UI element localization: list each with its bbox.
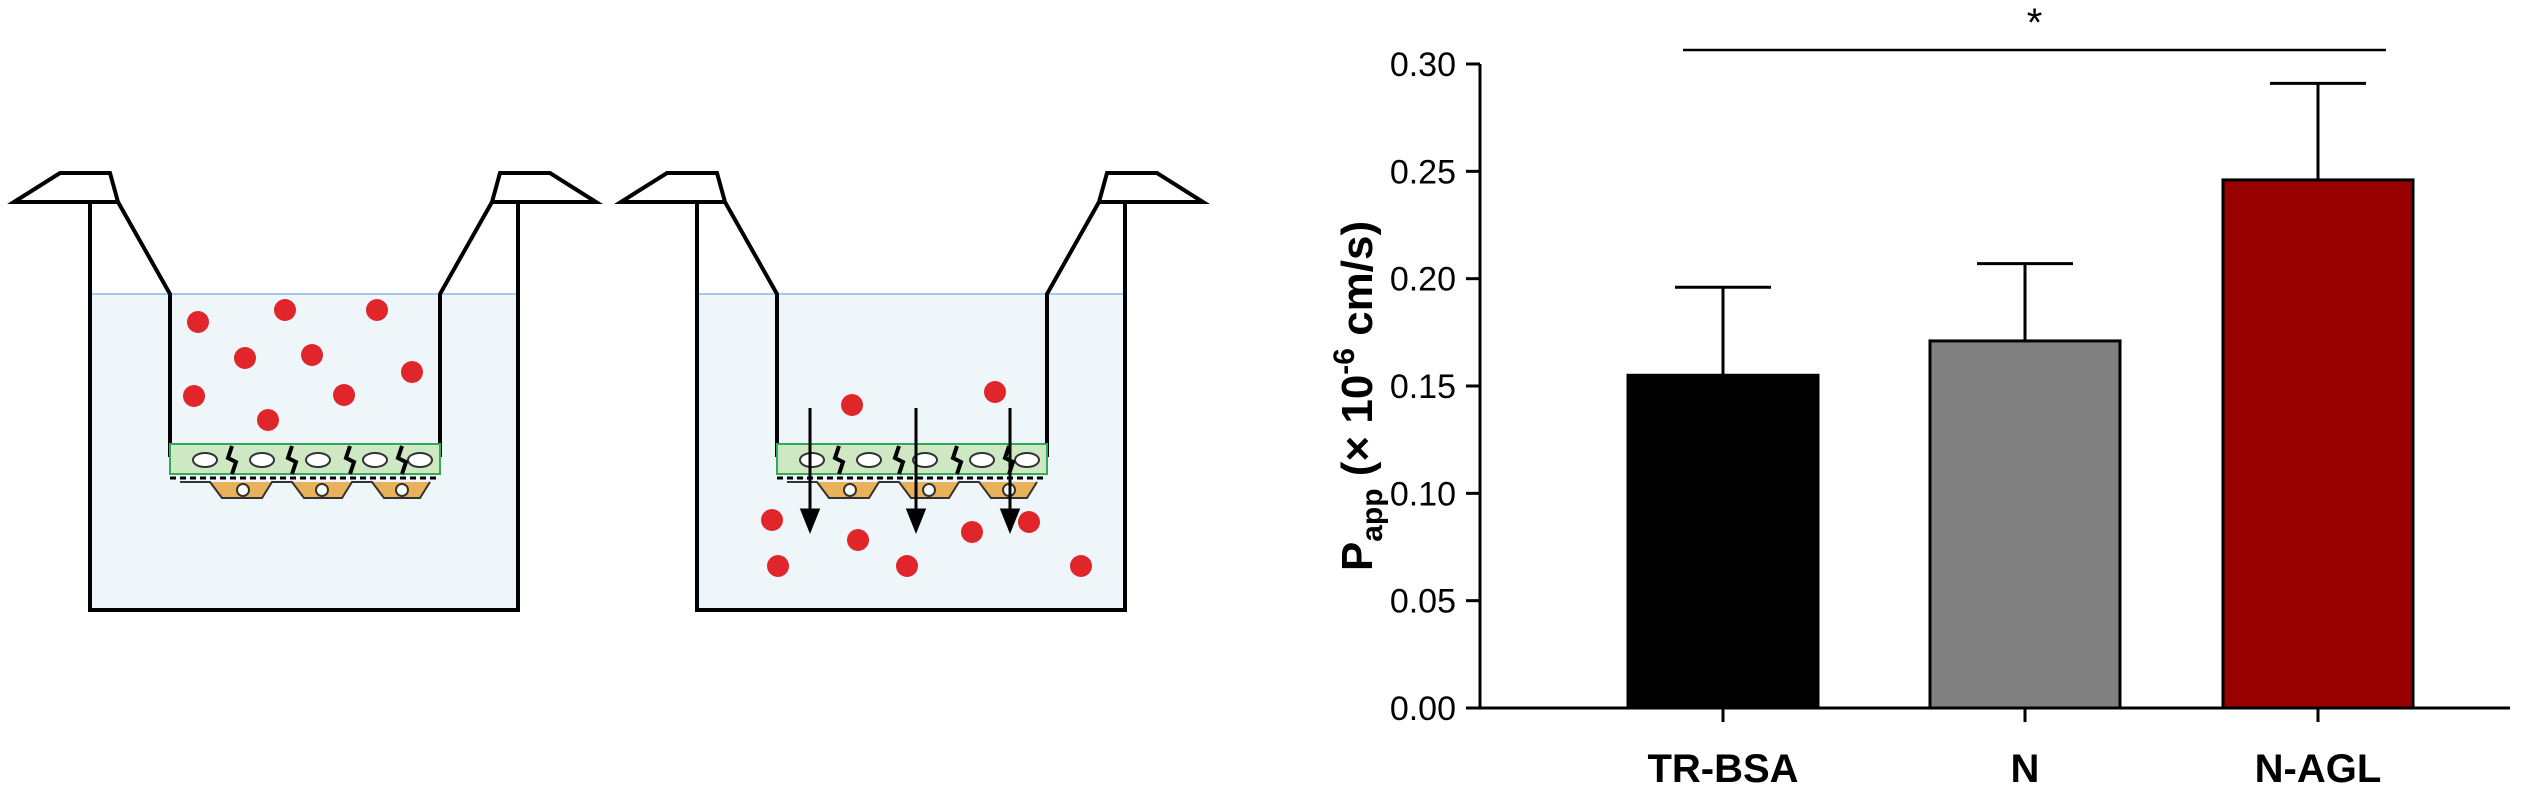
x-tick-label: N-AGL xyxy=(2255,747,2382,791)
y-tick-label: 0.20 xyxy=(1390,261,1456,299)
x-tick-label: N xyxy=(2011,747,2040,791)
x-axis-labels: TR-BSA N N-AGL xyxy=(1647,708,2381,791)
bar-n xyxy=(1928,339,2122,710)
error-bars xyxy=(1675,81,2366,376)
y-tick-label: 0.25 xyxy=(1390,153,1456,191)
bar-tr-bsa xyxy=(1626,373,1820,710)
cell-monolayer xyxy=(776,443,1048,499)
x-tick-label: TR-BSA xyxy=(1647,747,1798,791)
y-tick-label: 0.15 xyxy=(1390,368,1456,406)
y-tick-label: 0.00 xyxy=(1390,690,1456,728)
transwell-diagram-after xyxy=(614,171,1210,612)
well-outline xyxy=(695,198,1127,612)
insert-left-flange xyxy=(7,171,121,204)
bars xyxy=(1626,178,2415,710)
insert-right-flange xyxy=(489,171,603,204)
transport-arrows xyxy=(799,408,1021,535)
particles xyxy=(761,381,1092,577)
y-tick-label: 0.30 xyxy=(1390,46,1456,84)
y-axis-label: Papp (× 10-6 cm/s) xyxy=(1328,221,1389,571)
bar-chart: 0.00 0.05 0.10 0.15 0.20 0.25 0.30 TR-BSA N N-AG… xyxy=(1328,1,2510,791)
y-tick-label: 0.05 xyxy=(1390,583,1456,621)
well-outline xyxy=(88,198,520,612)
insert-left-flange xyxy=(614,171,728,204)
significance-label: * xyxy=(2027,1,2043,45)
insert-right-flange xyxy=(1096,171,1210,204)
y-axis-ticks: 0.00 0.05 0.10 0.15 0.20 0.25 0.30 xyxy=(1390,46,1480,728)
particles-apical xyxy=(183,299,423,431)
transwell-diagram-before xyxy=(7,171,603,612)
bar-n-agl xyxy=(2221,178,2415,710)
y-tick-label: 0.10 xyxy=(1390,475,1456,513)
cell-monolayer xyxy=(169,443,441,499)
